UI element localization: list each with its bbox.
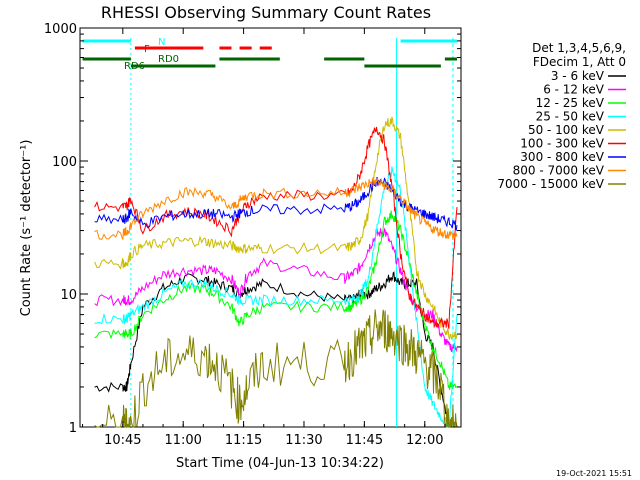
legend-label: 300 - 800 keV <box>520 150 604 164</box>
plot-frame <box>79 27 462 428</box>
y-axis-label: Count Rate (s⁻¹ detector⁻¹) <box>19 140 34 317</box>
legend-label: 800 - 7000 keV <box>513 164 605 178</box>
x-axis-label: Start Time (04-Jun-13 10:34:22) <box>176 456 384 471</box>
legend-label: 3 - 6 keV <box>551 69 605 83</box>
flag-rd0-label: RD0 <box>158 54 179 65</box>
legend-label: 7000 - 15000 keV <box>497 177 604 191</box>
timestamp-label: 19-Oct-2021 15:51 <box>556 469 632 478</box>
legend-label: 100 - 300 keV <box>520 137 604 151</box>
y-tick-label: 1000 <box>44 22 77 37</box>
series-line-100-300-kev <box>94 126 458 329</box>
series-line-50-100-kev <box>94 116 458 341</box>
x-tick-label: 12:00 <box>406 433 443 448</box>
legend-header-line-2: FDecim 1, Att 0 <box>533 55 626 69</box>
x-tick-label: 10:45 <box>104 433 141 448</box>
series-line-800-7000-kev <box>94 176 458 241</box>
chart-title: RHESSI Observing Summary Count Rates <box>101 3 431 22</box>
legend-label: 12 - 25 keV <box>536 96 605 110</box>
series-line-300-800-kev <box>94 176 458 232</box>
series-line-6-12-kev <box>94 227 458 353</box>
series-line-3-6-kev <box>94 271 458 428</box>
series-line-25-50-kev <box>94 166 458 428</box>
x-tick-label: 11:45 <box>346 433 383 448</box>
x-tick-label: 11:00 <box>164 433 201 448</box>
series-line-12-25-kev <box>94 210 458 390</box>
x-tick-label: 11:15 <box>225 433 262 448</box>
legend-header-line-1: Det 1,3,4,5,6,9, <box>532 41 626 55</box>
y-tick-label: 10 <box>60 288 77 303</box>
y-tick-label: 100 <box>52 155 77 170</box>
series-line-7000-15000-kev <box>94 309 458 428</box>
x-tick-label: 11:30 <box>285 433 322 448</box>
flag-n-label: N <box>158 37 165 48</box>
y-tick-label: 1 <box>69 421 77 436</box>
legend-label: 6 - 12 keV <box>543 83 605 97</box>
legend-label: 50 - 100 keV <box>528 123 605 137</box>
legend-label: 25 - 50 keV <box>536 110 605 124</box>
